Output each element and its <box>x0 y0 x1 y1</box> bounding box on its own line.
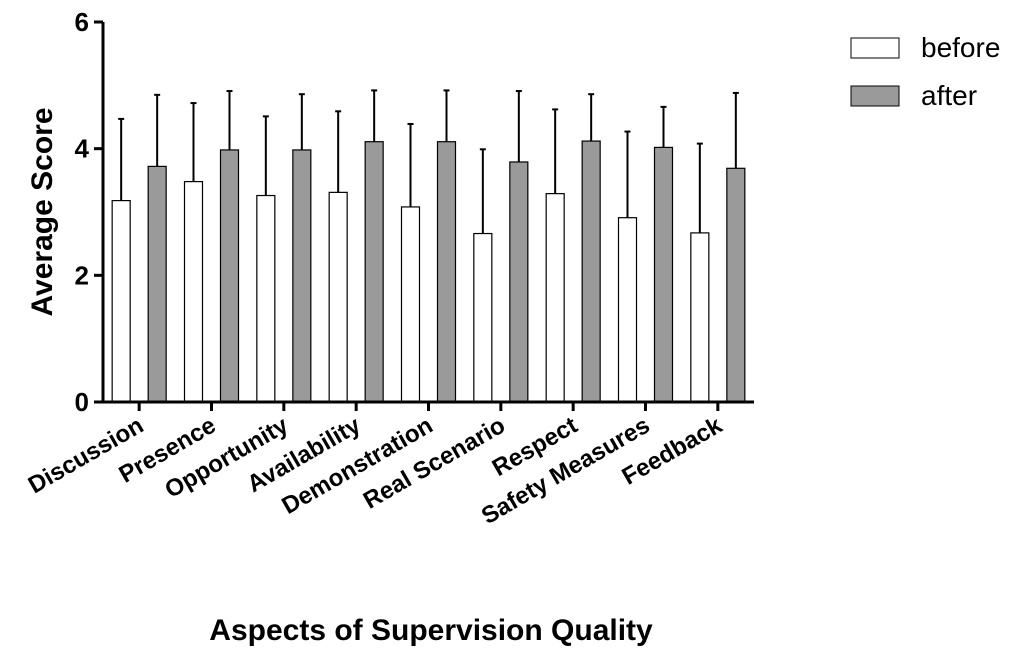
bar-before <box>183 181 204 403</box>
bar-after <box>292 149 312 403</box>
y-axis-title: Average Score <box>26 107 59 316</box>
bar-before <box>617 217 638 403</box>
y-tick-label: 4 <box>75 134 90 164</box>
bars-layer <box>111 140 746 403</box>
bar-before <box>545 193 565 403</box>
bar-before <box>473 232 493 403</box>
bar-before <box>400 206 421 403</box>
y-ticks: 0 2 4 6 <box>75 7 103 417</box>
bar-before <box>256 194 276 403</box>
legend-swatch-after <box>850 85 900 107</box>
legend: before after <box>850 32 1000 111</box>
bar-after <box>509 161 529 403</box>
bar-before <box>328 191 348 403</box>
legend-label-before: before <box>921 32 1000 63</box>
bar-after <box>581 140 601 403</box>
x-ticks: DiscussionPresenceOpportunityAvailabilit… <box>24 402 727 530</box>
bar-after <box>219 149 240 403</box>
y-tick-label: 2 <box>75 260 89 290</box>
y-tick-label: 0 <box>75 387 89 417</box>
x-axis-title: Aspects of Supervision Quality <box>209 614 653 647</box>
bar-before <box>690 232 710 403</box>
bar-before <box>111 200 131 403</box>
bar-after <box>726 167 746 403</box>
bar-after <box>436 141 457 403</box>
bar-after <box>147 165 167 403</box>
error-bars-layer <box>118 89 739 234</box>
y-tick-label: 6 <box>75 7 89 37</box>
bar-after <box>653 146 674 403</box>
legend-swatch-before <box>850 37 900 59</box>
legend-label-after: after <box>921 80 977 111</box>
bar-after <box>364 141 384 403</box>
